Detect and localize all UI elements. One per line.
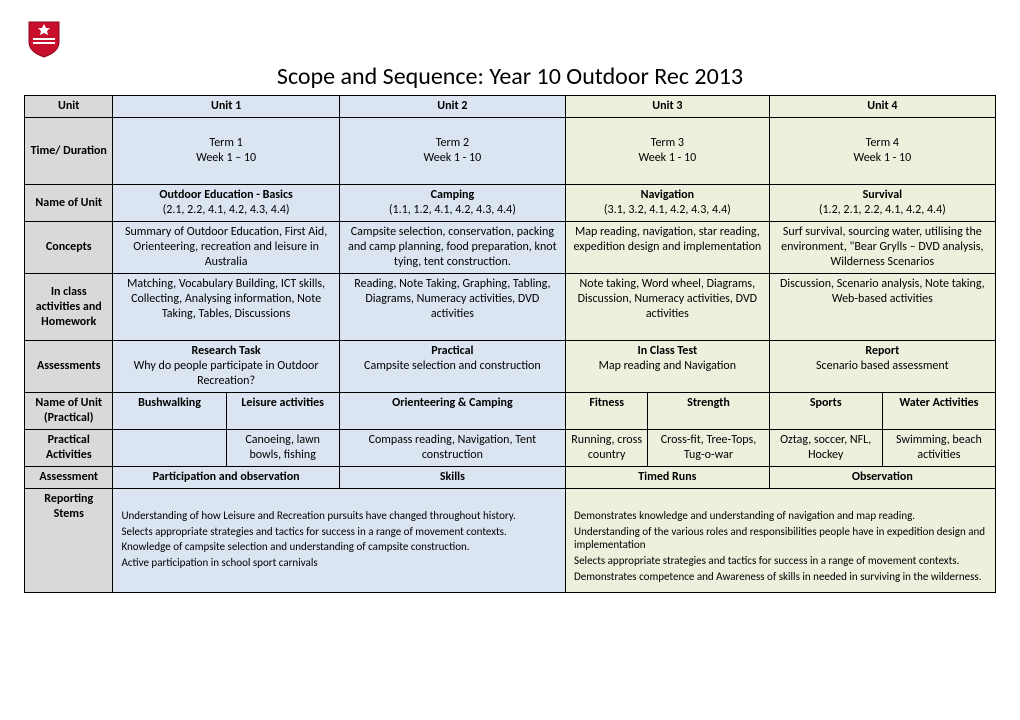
assess-u1: Research Task Why do people participate … [113,341,339,393]
row-assessments: Assessments Research Task Why do people … [25,341,996,393]
name-u1: Outdoor Education - Basics (2.1, 2.2, 4.… [113,185,339,222]
unit-3-header: Unit 3 [566,96,770,118]
assess-u3: In Class Test Map reading and Navigation [566,341,770,393]
label-prac-act: Practical Activities [25,430,113,467]
assess-u2: Practical Campsite selection and constru… [339,341,565,393]
row-practical-assessment: Assessment Participation and observation… [25,467,996,489]
prac-name-c1: Bushwalking [113,393,226,430]
prac-name-c6: Sports [769,393,882,430]
label-activities: In class activities and Homework [25,274,113,341]
prac-name-c4: Fitness [566,393,648,430]
prac-act-c7: Swimming, beach activities [882,430,995,467]
prac-name-c3: Orienteering & Camping [339,393,565,430]
prac-assess-c67: Observation [769,467,995,489]
concepts-u3: Map reading, navigation, star reading, e… [566,222,770,274]
prac-act-c2: Canoeing, lawn bowls, fishing [226,430,339,467]
row-practical-activities: Practical Activities Canoeing, lawn bowl… [25,430,996,467]
label-time: Time/ Duration [25,118,113,185]
label-name: Name of Unit [25,185,113,222]
name-u4: Survival (1.2, 2.1, 2.2, 4.1, 4.2, 4.4) [769,185,995,222]
prac-act-c4: Running, cross country [566,430,648,467]
label-unit: Unit [25,96,113,118]
row-concepts: Concepts Summary of Outdoor Education, F… [25,222,996,274]
stems-left: Understanding of how Leisure and Recreat… [113,489,566,593]
prac-assess-c12: Participation and observation [113,467,339,489]
label-assessments: Assessments [25,341,113,393]
school-logo-icon [24,18,64,58]
concepts-u2: Campsite selection, conservation, packin… [339,222,565,274]
label-stems: Reporting Stems [25,489,113,593]
activities-u3: Note taking, Word wheel, Diagrams, Discu… [566,274,770,341]
unit-1-header: Unit 1 [113,96,339,118]
activities-u2: Reading, Note Taking, Graphing, Tabling,… [339,274,565,341]
activities-u4: Discussion, Scenario analysis, Note taki… [769,274,995,341]
name-u2: Camping (1.1, 1.2, 4.1, 4.2, 4.3, 4.4) [339,185,565,222]
stems-right: Demonstrates knowledge and understanding… [566,489,996,593]
unit-4-header: Unit 4 [769,96,995,118]
prac-assess-c3: Skills [339,467,565,489]
row-unit-header: Unit Unit 1 Unit 2 Unit 3 Unit 4 [25,96,996,118]
row-reporting-stems: Reporting Stems Understanding of how Lei… [25,489,996,593]
prac-name-c7: Water Activities [882,393,995,430]
time-u3: Term 3 Week 1 - 10 [566,118,770,185]
row-activities: In class activities and Homework Matchin… [25,274,996,341]
label-prac-assess: Assessment [25,467,113,489]
time-u1: Term 1 Week 1 – 10 [113,118,339,185]
activities-u1: Matching, Vocabulary Building, ICT skill… [113,274,339,341]
unit-2-header: Unit 2 [339,96,565,118]
row-time-duration: Time/ Duration Term 1 Week 1 – 10 Term 2… [25,118,996,185]
label-prac-name: Name of Unit (Practical) [25,393,113,430]
name-u3: Navigation (3.1, 3.2, 4.1, 4.2, 4.3, 4.4… [566,185,770,222]
prac-name-c5: Strength [648,393,769,430]
label-concepts: Concepts [25,222,113,274]
prac-act-c6: Oztag, soccer, NFL, Hockey [769,430,882,467]
assess-u4: Report Scenario based assessment [769,341,995,393]
concepts-u1: Summary of Outdoor Education, First Aid,… [113,222,339,274]
time-u4: Term 4 Week 1 - 10 [769,118,995,185]
concepts-u4: Surf survival, sourcing water, utilising… [769,222,995,274]
prac-act-c5: Cross-fit, Tree-Tops, Tug-o-war [648,430,769,467]
time-u2: Term 2 Week 1 - 10 [339,118,565,185]
prac-act-c1 [113,430,226,467]
page-title: Scope and Sequence: Year 10 Outdoor Rec … [24,62,996,91]
row-name-of-unit: Name of Unit Outdoor Education - Basics … [25,185,996,222]
prac-act-c3: Compass reading, Navigation, Tent constr… [339,430,565,467]
prac-assess-c45: Timed Runs [566,467,770,489]
prac-name-c2: Leisure activities [226,393,339,430]
row-practical-name: Name of Unit (Practical) Bushwalking Lei… [25,393,996,430]
scope-sequence-table: Unit Unit 1 Unit 2 Unit 3 Unit 4 Time/ D… [24,95,996,593]
